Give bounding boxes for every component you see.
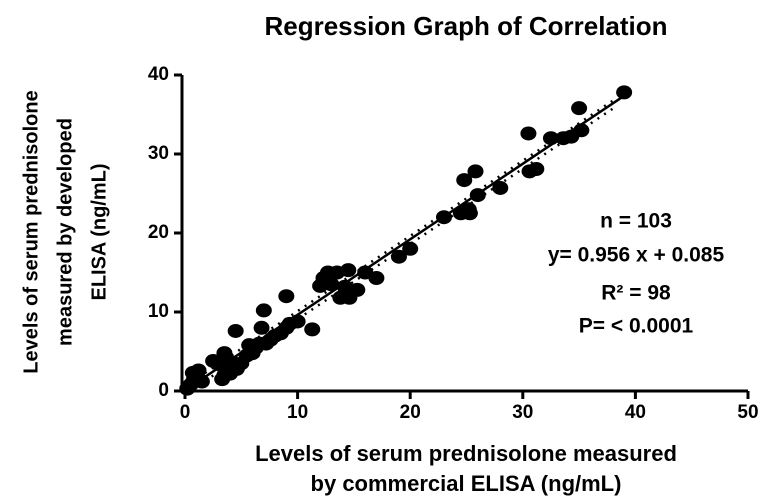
- y-tick-label: 30: [148, 143, 169, 164]
- y-axis-label-line: ELISA (ng/mL): [88, 163, 110, 300]
- chart-title: Regression Graph of Correlation: [264, 11, 667, 41]
- y-tick-label: 40: [148, 64, 169, 85]
- data-point: [461, 206, 478, 221]
- x-tick-label: 40: [625, 402, 646, 423]
- x-tick-label: 20: [400, 402, 421, 423]
- y-tick-label: 10: [148, 301, 169, 322]
- data-point: [402, 241, 419, 256]
- x-tick-label: 50: [737, 402, 758, 423]
- data-point: [492, 180, 509, 195]
- data-point: [390, 249, 407, 264]
- x-tick-label: 30: [512, 402, 533, 423]
- annotation: P= < 0.0001: [579, 315, 694, 338]
- data-point: [304, 322, 321, 337]
- x-axis-label: Levels of serum prednisolone measured: [255, 441, 677, 466]
- data-point: [520, 126, 537, 141]
- x-axis-label: by commercial ELISA (ng/mL): [311, 471, 622, 496]
- data-point: [349, 282, 366, 297]
- data-point: [573, 123, 590, 138]
- annotation: R² = 98: [601, 282, 671, 305]
- y-tick-label: 20: [148, 222, 169, 243]
- y-axis-label: Levels of serum prednisolone measured by …: [20, 90, 110, 373]
- data-point: [323, 277, 340, 292]
- data-point: [340, 263, 357, 278]
- data-point: [336, 279, 353, 294]
- annotations: n = 103 y= 0.956 x + 0.085 R² = 98 P= < 0.0…: [548, 210, 725, 338]
- annotation: n = 103: [600, 210, 672, 233]
- data-point: [542, 131, 559, 146]
- y-tick-label: 0: [158, 380, 169, 401]
- y-axis-label-line: measured by developed: [54, 118, 76, 346]
- x-tick-label: 0: [180, 402, 191, 423]
- data-point: [193, 374, 210, 389]
- data-point: [435, 210, 452, 225]
- data-point: [190, 363, 207, 378]
- data-point: [255, 303, 272, 318]
- y-axis-label-line: Levels of serum prednisolone: [20, 90, 42, 373]
- data-point: [571, 101, 588, 116]
- data-point: [467, 164, 484, 179]
- annotation: y= 0.956 x + 0.085: [548, 244, 725, 267]
- data-point: [469, 188, 486, 203]
- data-point: [289, 314, 306, 329]
- data-point: [253, 320, 270, 335]
- data-point: [616, 85, 633, 100]
- data-point: [368, 271, 385, 286]
- data-point: [278, 289, 295, 304]
- x-tick-label: 10: [287, 402, 308, 423]
- data-point: [456, 173, 473, 188]
- data-point: [227, 323, 244, 338]
- data-point: [528, 162, 545, 177]
